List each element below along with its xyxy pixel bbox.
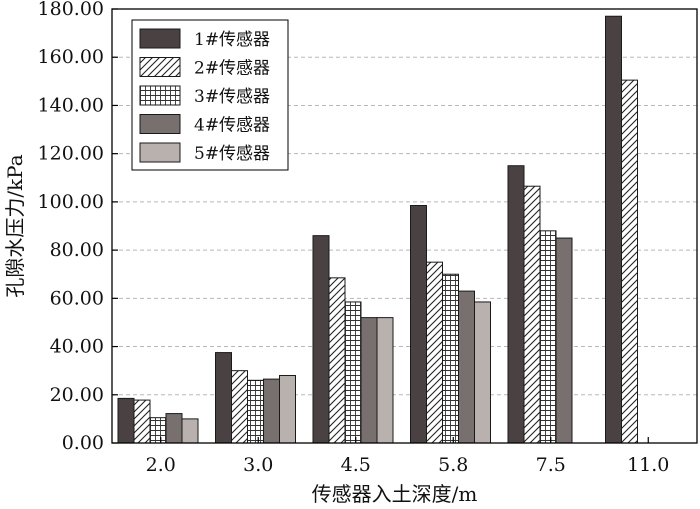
bar-3_0-series-1 [215, 352, 232, 444]
bar-5_8-series-1 [410, 205, 427, 444]
legend-label-4: 4#传感器 [194, 116, 270, 136]
legend-swatch-1 [139, 28, 181, 49]
bar-7_5-series-3 [539, 230, 557, 444]
x-tick-label: 5.8 [438, 454, 468, 476]
plot-frame [111, 8, 698, 444]
bar-3_0-series-4 [263, 378, 280, 444]
bar-5_8-series-3 [442, 273, 459, 444]
x-tick-label: 2.0 [146, 454, 176, 476]
bar-2_0-series-3 [149, 417, 167, 444]
bar-2_0-series-4 [165, 413, 183, 444]
y-tick-label: 120.00 [38, 143, 104, 165]
legend-label-5: 5#传感器 [194, 144, 270, 164]
bar-5_8-series-2 [426, 261, 443, 444]
bar-2_0-series-5 [181, 418, 199, 444]
legend-label-2: 2#传感器 [194, 59, 270, 79]
y-tick-label: 100.00 [38, 191, 104, 213]
bar-3_0-series-2 [231, 370, 248, 444]
bar-4_5-series-5 [376, 317, 394, 444]
bar-3_0-series-3 [247, 379, 264, 444]
x-tick-label: 4.5 [341, 454, 371, 476]
bar-4_5-series-4 [360, 317, 378, 444]
y-axis-title: 孔隙水压力/kPa [3, 154, 27, 297]
bar-7_5-series-1 [507, 165, 525, 444]
bar-7_5-series-2 [523, 185, 541, 444]
y-tick-label: 40.00 [50, 336, 104, 358]
y-tick-label: 20.00 [50, 384, 104, 406]
bar-5_8-series-4 [458, 290, 475, 444]
bar-2_0-series-1 [117, 397, 135, 444]
bar-4_5-series-3 [344, 301, 362, 444]
x-tick-label: 11.0 [627, 454, 669, 476]
bar-2_0-series-2 [133, 399, 151, 444]
bar-4_5-series-1 [312, 235, 330, 444]
bar-11_0-series-2 [621, 79, 638, 444]
bar-7_5-series-4 [555, 237, 573, 444]
y-tick-label: 60.00 [50, 287, 104, 309]
x-axis-title: 传感器入土深度/m [312, 482, 478, 504]
y-tick-label: 0.00 [62, 432, 104, 454]
y-tick-label: 80.00 [50, 239, 104, 261]
legend-swatch-5 [139, 142, 181, 163]
legend-swatch-2 [139, 57, 181, 77]
y-tick-label: 180.00 [38, 0, 104, 20]
legend-swatch-4 [139, 114, 181, 134]
legend-label-3: 3#传感器 [194, 87, 270, 107]
x-tick-label: 3.0 [243, 454, 273, 476]
x-tick-label: 7.5 [536, 454, 566, 476]
y-tick-label: 160.00 [38, 46, 104, 68]
bar-4_5-series-2 [328, 277, 346, 444]
bar-3_0-series-5 [279, 374, 296, 444]
y-tick-label: 140.00 [38, 94, 104, 116]
legend-label-1: 1#传感器 [194, 30, 270, 50]
legend-swatch-3 [139, 85, 181, 106]
bar-11_0-series-1 [605, 15, 622, 444]
bar-5_8-series-5 [474, 301, 491, 444]
